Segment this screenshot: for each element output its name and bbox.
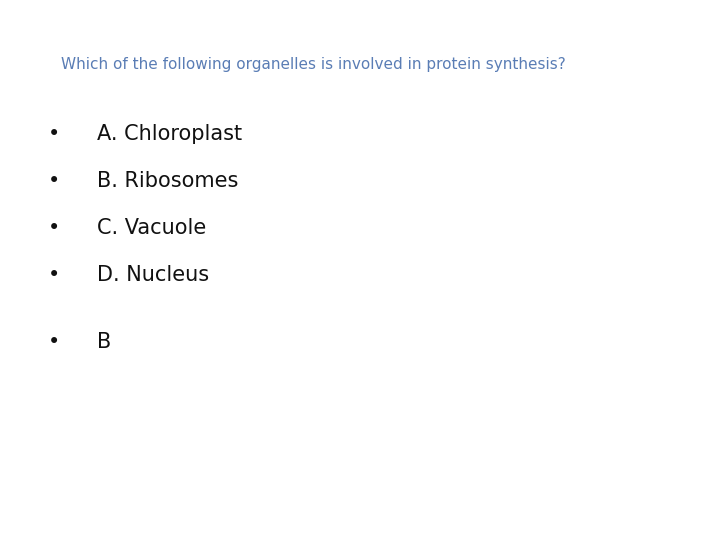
Text: •: • xyxy=(48,265,60,285)
Text: A. Chloroplast: A. Chloroplast xyxy=(97,124,243,144)
Text: C. Vacuole: C. Vacuole xyxy=(97,218,207,238)
Text: •: • xyxy=(48,124,60,144)
Text: •: • xyxy=(48,171,60,191)
Text: •: • xyxy=(48,218,60,238)
Text: B. Ribosomes: B. Ribosomes xyxy=(97,171,238,191)
Text: •: • xyxy=(48,332,60,352)
Text: B: B xyxy=(97,332,112,352)
Text: D. Nucleus: D. Nucleus xyxy=(97,265,210,285)
Text: Which of the following organelles is involved in protein synthesis?: Which of the following organelles is inv… xyxy=(61,57,566,72)
